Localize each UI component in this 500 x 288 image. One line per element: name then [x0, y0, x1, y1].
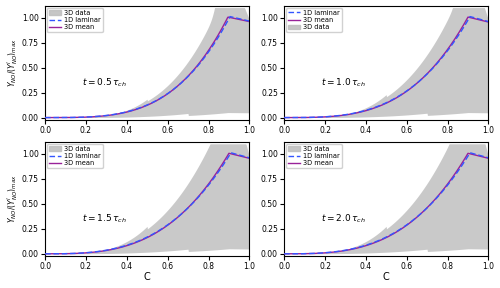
Text: $t = 2.0\,\tau_{ch}$: $t = 2.0\,\tau_{ch}$ — [321, 213, 366, 225]
X-axis label: C: C — [144, 272, 150, 283]
Text: $t = 1.5\,\tau_{ch}$: $t = 1.5\,\tau_{ch}$ — [82, 213, 126, 225]
Legend: 3D data, 1D laminar, 3D mean: 3D data, 1D laminar, 3D mean — [47, 7, 102, 32]
Legend: 1D laminar, 3D mean, 3D data: 1D laminar, 3D mean, 3D data — [286, 7, 342, 32]
X-axis label: C: C — [383, 272, 390, 283]
Text: $t = 0.5\,\tau_{ch}$: $t = 0.5\,\tau_{ch}$ — [82, 76, 126, 89]
Legend: 3D data, 1D laminar, 3D mean: 3D data, 1D laminar, 3D mean — [47, 144, 102, 168]
Legend: 3D data, 1D laminar, 3D mean: 3D data, 1D laminar, 3D mean — [286, 144, 342, 168]
Y-axis label: $Y_{NO}/(Y^l_{NO})_{max}$: $Y_{NO}/(Y^l_{NO})_{max}$ — [6, 175, 20, 223]
Y-axis label: $Y_{NO}/(Y^l_{NO})_{max}$: $Y_{NO}/(Y^l_{NO})_{max}$ — [6, 38, 20, 87]
Text: $t = 1.0\,\tau_{ch}$: $t = 1.0\,\tau_{ch}$ — [321, 76, 366, 89]
